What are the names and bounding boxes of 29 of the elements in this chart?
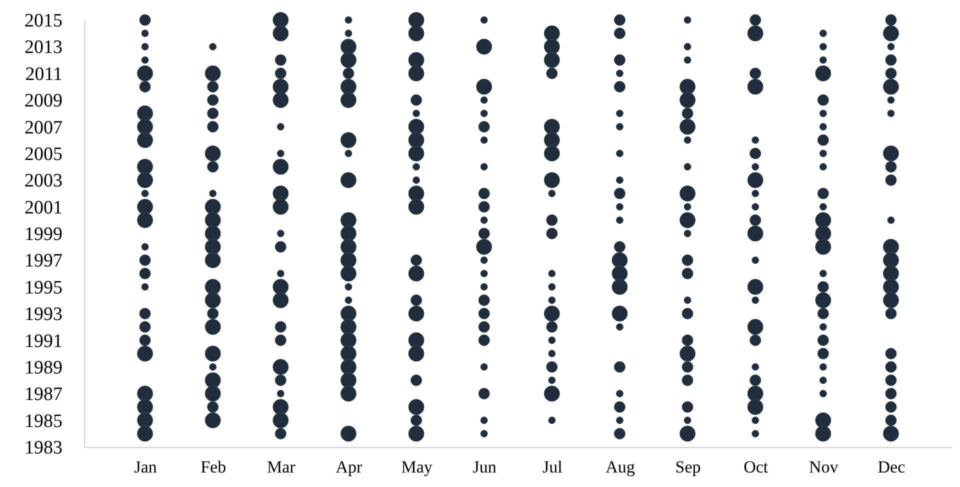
y-tick-label: 1989 (24, 357, 62, 378)
x-tick-label: Sep (675, 458, 701, 476)
y-tick-label: 1987 (24, 384, 62, 406)
y-tick-label: 2007 (24, 117, 62, 138)
y-tick-label: 2013 (24, 37, 62, 58)
y-tick-label: 2011 (25, 64, 62, 85)
x-tick-label: Jan (134, 458, 158, 476)
y-tick-label: 2015 (24, 10, 62, 32)
y-tick-label: 1983 (24, 438, 62, 458)
y-tick-label: 1991 (24, 330, 62, 352)
y-tick-label: 1999 (24, 224, 62, 245)
y-tick-label: 1985 (24, 410, 62, 432)
y-tick-label: 2009 (24, 90, 62, 112)
x-tick-label: May (401, 458, 433, 476)
y-tick-label: 1993 (24, 304, 62, 326)
x-tick-label: Jun (472, 458, 497, 476)
y-tick-label: 2001 (24, 197, 62, 218)
x-tick-label: Dec (878, 458, 906, 476)
x-tick-label: Aug (606, 458, 636, 476)
x-tick-label: Apr (336, 458, 363, 476)
x-tick-label: Jul (542, 458, 563, 476)
y-tick-label: 2003 (24, 170, 62, 192)
x-tick-label: Nov (809, 458, 839, 476)
x-tick-label: Feb (200, 458, 226, 476)
x-tick-label: Oct (744, 458, 768, 476)
y-tick-label: 2005 (24, 144, 62, 165)
y-tick-label: 1997 (24, 250, 62, 272)
x-tick-label: Mar (266, 458, 296, 476)
y-tick-label: 1995 (24, 277, 62, 298)
